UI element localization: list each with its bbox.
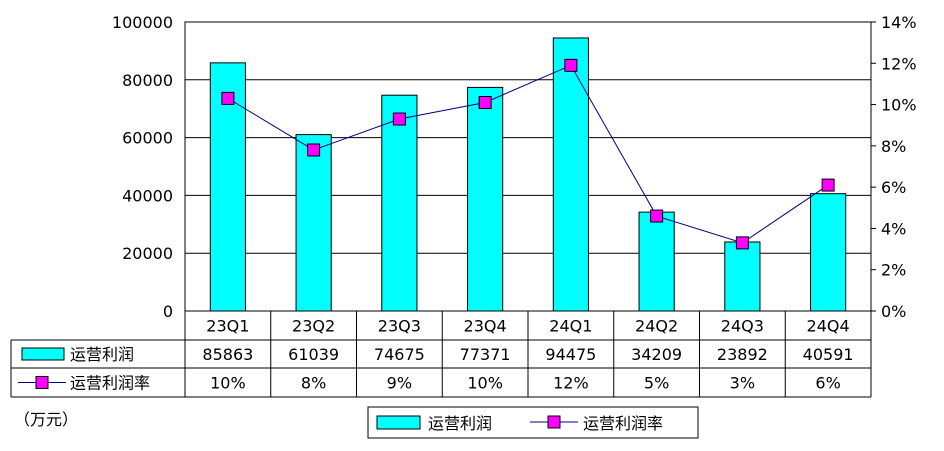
legend: 运营利润 运营利润率 xyxy=(367,406,699,439)
table-value-profit: 40591 xyxy=(803,345,854,364)
x-category-label: 24Q1 xyxy=(549,317,592,336)
y-right-tick-label: 12% xyxy=(881,54,917,73)
line-marker xyxy=(650,209,664,223)
table-value-margin: 9% xyxy=(387,374,412,393)
y-left-tick-label: 20000 xyxy=(122,244,173,263)
table-value-profit: 94475 xyxy=(545,345,596,364)
x-category-label: 23Q4 xyxy=(464,317,507,336)
table-value-margin: 6% xyxy=(815,374,840,393)
x-category-label: 24Q2 xyxy=(635,317,678,336)
y-right-tick-label: 2% xyxy=(881,261,906,280)
bar xyxy=(552,37,589,312)
bar xyxy=(810,193,847,312)
legend-label-margin: 运营利润率 xyxy=(583,414,663,433)
x-category-label: 24Q4 xyxy=(807,317,850,336)
y-right-tick-label: 8% xyxy=(881,137,906,156)
legend-label-profit: 运营利润 xyxy=(428,414,492,433)
table-value-margin: 8% xyxy=(301,374,326,393)
table-value-margin: 10% xyxy=(210,374,246,393)
x-category-label: 23Q1 xyxy=(206,317,249,336)
y-left-tick-label: 40000 xyxy=(122,186,173,205)
y-left-tick-label: 80000 xyxy=(122,71,173,90)
bar xyxy=(467,86,504,312)
gridlines xyxy=(185,21,871,312)
table-value-margin: 12% xyxy=(553,374,589,393)
table-value-profit: 85863 xyxy=(202,345,253,364)
line-marker xyxy=(735,236,749,250)
legend-swatch-profit xyxy=(376,415,421,430)
table-row-name-profit: 运营利润 xyxy=(70,345,134,364)
table-value-margin: 3% xyxy=(730,374,755,393)
bar xyxy=(381,94,418,312)
y-left-tick-label: 60000 xyxy=(122,129,173,148)
line-marker xyxy=(564,58,578,72)
table-value-profit: 74675 xyxy=(374,345,425,364)
y-right-tick-label: 6% xyxy=(881,178,906,197)
x-category-label: 24Q3 xyxy=(721,317,764,336)
x-category-label: 23Q3 xyxy=(378,317,421,336)
table-bar-swatch xyxy=(21,347,65,361)
table-value-profit: 61039 xyxy=(288,345,339,364)
plot-frame xyxy=(184,21,872,312)
table-value-margin: 5% xyxy=(644,374,669,393)
margin-line xyxy=(227,64,829,244)
bar xyxy=(638,211,675,312)
y-right-tick-label: 0% xyxy=(881,302,906,321)
bar xyxy=(724,241,761,312)
table-value-profit: 34209 xyxy=(631,345,682,364)
y-left-tick-label: 0 xyxy=(163,302,173,321)
table-value-profit: 23892 xyxy=(717,345,768,364)
line-series xyxy=(221,58,835,250)
unit-label: （万元） xyxy=(14,410,78,429)
axes: 0 20000 40000 60000 80000 100000 0% 2% 4% 6% 8% 10%… xyxy=(112,13,917,321)
table-value-profit: 77371 xyxy=(460,345,511,364)
table-row-name-margin: 运营利润率 xyxy=(70,374,150,393)
x-category-label: 23Q2 xyxy=(292,317,335,336)
y-right-tick-label: 10% xyxy=(881,96,917,115)
table-value-margin: 10% xyxy=(467,374,503,393)
line-marker xyxy=(221,91,235,105)
bar xyxy=(295,134,332,312)
line-marker xyxy=(821,178,835,192)
line-marker xyxy=(478,96,492,110)
y-right-tick-label: 14% xyxy=(881,13,917,32)
y-left-tick-label: 100000 xyxy=(112,13,173,32)
legend-swatch-marker xyxy=(547,415,561,429)
line-marker xyxy=(307,143,321,157)
line-marker xyxy=(392,112,406,126)
bar-series xyxy=(209,37,847,312)
data-table: 23Q1 23Q2 23Q3 23Q4 24Q1 24Q2 24Q3 24Q4 运营利润 8586… xyxy=(10,310,872,398)
y-right-tick-label: 4% xyxy=(881,219,906,238)
table-marker-swatch xyxy=(35,376,49,389)
